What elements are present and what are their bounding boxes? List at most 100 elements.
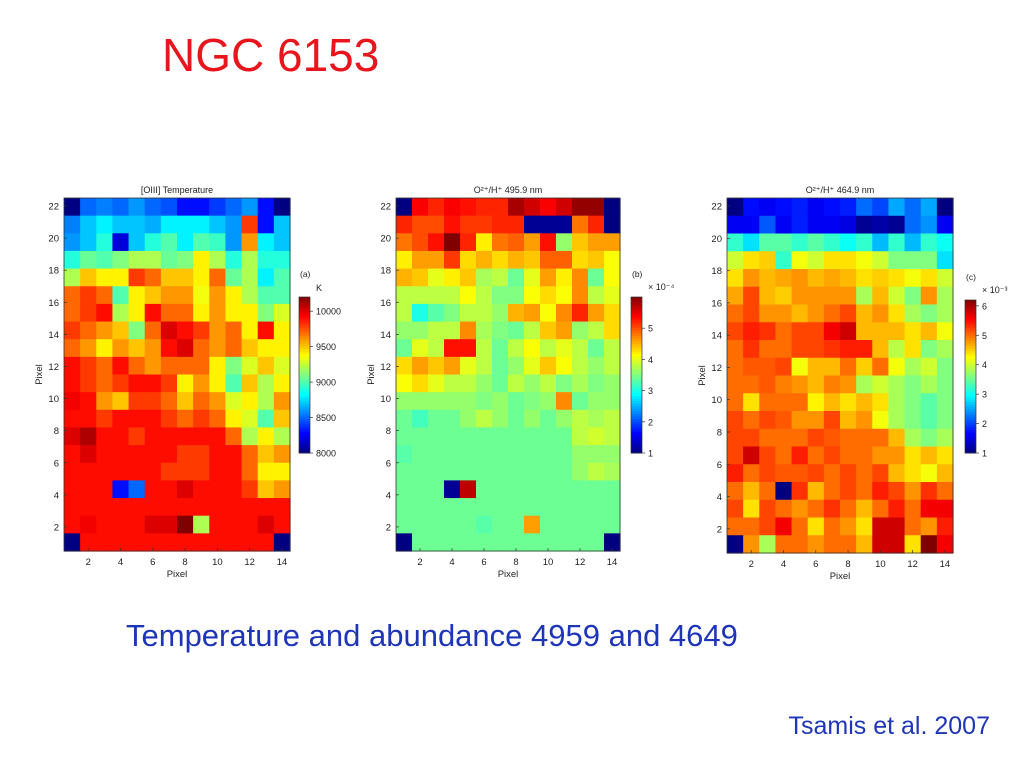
heatmap-cell: [888, 535, 906, 554]
heatmap-cell: [840, 357, 857, 377]
heatmap-cell: [396, 462, 413, 481]
heatmap-cell: [791, 286, 809, 306]
colorbar-segment: [965, 317, 976, 321]
colorbar-segment: [631, 333, 642, 337]
heatmap-cell: [888, 482, 906, 501]
heatmap-cell: [412, 445, 429, 464]
heatmap-cell: [807, 446, 825, 465]
heatmap-cell: [225, 303, 243, 323]
heatmap-cell: [144, 198, 162, 217]
heatmap-cell: [508, 268, 525, 287]
heatmap-cell: [743, 233, 760, 252]
heatmap-cell: [872, 304, 890, 323]
heatmap-cell: [888, 198, 906, 217]
heatmap-cell: [144, 233, 162, 252]
colorbar-segment: [965, 312, 976, 316]
heatmap-cell: [428, 409, 445, 429]
heatmap-cell: [840, 322, 857, 341]
colorbar-segment: [631, 447, 642, 451]
heatmap-cell: [177, 480, 194, 499]
heatmap-cell: [96, 303, 114, 323]
colorbar-segment: [631, 421, 642, 425]
heatmap-cell: [588, 233, 605, 252]
heatmap-cell: [444, 303, 461, 323]
colorbar-segment: [965, 343, 976, 347]
heatmap-cell: [540, 498, 557, 517]
x-tick-label: 10: [875, 559, 886, 570]
colorbar-segment: [299, 297, 310, 301]
heatmap-cell: [759, 286, 777, 306]
heatmap-cell: [396, 303, 413, 323]
heatmap-cell: [807, 322, 825, 341]
heatmap-cell: [856, 393, 873, 412]
heatmap-cell: [476, 427, 493, 446]
heatmap-cell: [588, 533, 605, 552]
heatmap-cell: [273, 533, 291, 552]
heatmap-cell: [177, 286, 194, 305]
heatmap-cell: [396, 445, 413, 464]
heatmap-cell: [241, 445, 259, 464]
colorbar-segment: [965, 371, 976, 375]
heatmap-cell: [396, 198, 413, 217]
heatmap-cell: [775, 464, 793, 483]
colorbar-segment: [965, 328, 976, 332]
heatmap-cell: [160, 339, 178, 358]
colorbar-segment: [299, 429, 310, 433]
colorbar-segment: [299, 320, 310, 324]
heatmap-cell: [759, 233, 777, 252]
heatmap-cell: [856, 198, 873, 217]
heatmap-cell: [823, 340, 841, 359]
heatmap-cell: [856, 304, 873, 323]
heatmap-cell: [444, 392, 461, 411]
y-tick-label: 18: [711, 266, 722, 277]
heatmap-cell: [428, 427, 445, 446]
heatmap-cell: [428, 374, 445, 393]
heatmap-cell: [241, 233, 259, 252]
heatmap-cell: [273, 250, 291, 270]
colorbar-tick-label: 1: [982, 449, 987, 459]
colorbar-segment: [299, 354, 310, 358]
y-tick-label: 8: [717, 427, 722, 438]
heatmap-cell: [273, 303, 291, 323]
heatmap-cell: [460, 533, 477, 552]
heatmap-cell: [112, 392, 130, 411]
heatmap-cell: [936, 357, 954, 377]
colorbar-segment: [299, 406, 310, 410]
heatmap-cell: [112, 533, 130, 552]
colorbar-segment: [965, 366, 976, 370]
heatmap-cell: [508, 321, 525, 340]
heatmap-cell: [209, 427, 227, 446]
y-tick-label: 12: [48, 362, 59, 373]
heatmap-cell: [823, 322, 841, 341]
heatmap-cell: [556, 374, 573, 393]
y-tick-label: 18: [48, 266, 59, 277]
heatmap-cell: [572, 480, 589, 499]
heatmap-cell: [588, 286, 605, 305]
heatmap-cell: [904, 464, 922, 483]
colorbar-segment: [299, 414, 310, 418]
colorbar-segment: [965, 302, 976, 306]
colorbar-segment: [965, 330, 976, 334]
heatmap-cell: [128, 215, 146, 234]
x-tick-label: 10: [212, 557, 223, 568]
heatmap-cell: [492, 445, 509, 464]
heatmap-cell: [840, 482, 857, 501]
heatmap-cell: [759, 482, 777, 501]
heatmap-cell: [872, 286, 890, 306]
heatmap-cell: [460, 286, 477, 305]
y-tick-label: 10: [380, 394, 391, 405]
heatmap-cell: [396, 356, 413, 376]
heatmap-cell: [936, 251, 954, 270]
heatmap-cell: [492, 409, 509, 429]
colorbar-segment: [631, 336, 642, 340]
heatmap-cell: [64, 515, 81, 534]
colorbar-segment: [965, 351, 976, 355]
heatmap-cell: [791, 233, 809, 252]
heatmap-cell: [791, 517, 809, 536]
heatmap-cell: [476, 515, 493, 534]
heatmap-cell: [128, 374, 146, 393]
heatmap-cell: [412, 356, 429, 376]
heatmap-cell: [476, 356, 493, 376]
heatmap-cell: [524, 233, 541, 252]
heatmap-cell: [856, 215, 873, 235]
